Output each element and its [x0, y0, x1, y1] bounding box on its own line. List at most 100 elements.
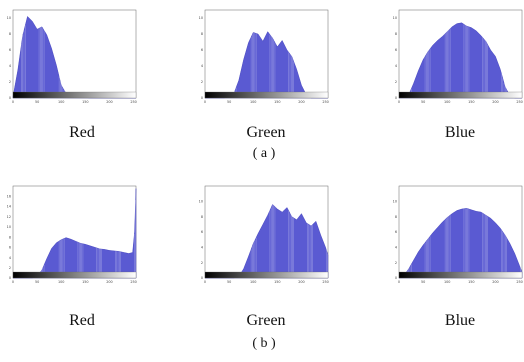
y-tick-label: 14: [7, 205, 11, 209]
x-tick-label: 50: [227, 280, 231, 284]
chart-svg: 0 50 100 150 200 250 0 2 4 6 8 10: [393, 9, 523, 104]
x-tick-label: 250: [130, 280, 136, 284]
y-tick-label: 0: [9, 96, 11, 100]
x-tick-label: 50: [35, 280, 39, 284]
y-tick-label: 8: [201, 215, 203, 219]
x-tick-label: 0: [12, 280, 14, 284]
caption-a-red: Red: [69, 124, 95, 141]
x-tick-label: 250: [516, 280, 522, 284]
x-tick-label: 0: [398, 100, 400, 104]
x-tick-label: 200: [106, 100, 112, 104]
x-tick-label: 150: [82, 100, 88, 104]
x-tick-label: 100: [444, 280, 450, 284]
x-tick-label: 100: [250, 280, 256, 284]
x-tick-label: 50: [421, 100, 425, 104]
row-a-label: ( a ): [252, 146, 276, 161]
y-tick-label: 6: [395, 48, 397, 52]
y-tick-label: 10: [7, 16, 11, 20]
x-tick-label: 0: [12, 100, 14, 104]
x-tick-label: 200: [298, 100, 304, 104]
y-tick-label: 8: [395, 215, 397, 219]
y-tick-label: 10: [199, 200, 203, 204]
histogram-area: [398, 22, 522, 99]
x-tick-label: 250: [130, 100, 136, 104]
x-tick-label: 50: [227, 100, 231, 104]
y-tick-label: 0: [201, 276, 203, 280]
histogram-panel-a-blue: 0 50 100 150 200 250 0 2 4 6 8 10: [388, 4, 524, 116]
x-tick-label: 0: [398, 280, 400, 284]
caption-a-green: Green: [246, 124, 286, 141]
x-tick-label: 100: [58, 100, 64, 104]
y-tick-label: 4: [395, 64, 397, 68]
histogram-area: [13, 188, 137, 279]
histogram-panel-b-red: 0 50 100 150 200 250 0 2 4 6 8 10 12 14 16: [2, 180, 144, 296]
row-b-label: ( b ): [252, 336, 276, 351]
x-tick-label: 0: [204, 100, 206, 104]
y-tick-label: 6: [9, 48, 11, 52]
y-tick-label: 0: [395, 276, 397, 280]
histogram-panel-a-green: 0 50 100 150 200 250 0 2 4 6 8 10: [194, 4, 336, 116]
x-tick-label: 150: [274, 280, 280, 284]
grayscale-colorbar: [398, 271, 523, 279]
x-tick-label: 250: [322, 100, 328, 104]
y-tick-label: 10: [199, 16, 203, 20]
histogram-panel-b-green: 0 50 100 150 200 250 0 2 4 6 8 10: [194, 180, 336, 296]
caption-b-green: Green: [246, 312, 286, 329]
grayscale-colorbar: [204, 91, 329, 99]
chart-svg: 0 50 100 150 200 250 0 2 4 6 8 10: [7, 9, 137, 104]
y-tick-label: 10: [7, 225, 11, 229]
y-tick-label: 2: [201, 80, 203, 84]
x-tick-label: 100: [250, 100, 256, 104]
y-tick-label: 2: [9, 266, 11, 270]
y-tick-label: 8: [201, 32, 203, 36]
y-tick-label: 2: [201, 261, 203, 265]
y-tick-label: 6: [201, 230, 203, 234]
histogram-panel-a-red: 0 50 100 150 200 250 0 2 4 6 8 10: [2, 4, 144, 116]
y-tick-label: 6: [201, 48, 203, 52]
x-tick-label: 100: [444, 100, 450, 104]
y-tick-label: 4: [9, 256, 11, 260]
y-tick-label: 4: [9, 64, 11, 68]
x-tick-label: 250: [516, 100, 522, 104]
x-tick-label: 50: [35, 100, 39, 104]
x-tick-label: 200: [298, 280, 304, 284]
chart-svg: 0 50 100 150 200 250 0 2 4 6 8 10: [199, 9, 329, 104]
y-tick-label: 2: [395, 80, 397, 84]
x-tick-label: 200: [106, 280, 112, 284]
y-tick-label: 4: [201, 246, 203, 250]
y-tick-label: 4: [201, 64, 203, 68]
caption-a-blue: Blue: [444, 124, 476, 141]
y-tick-label: 0: [9, 276, 11, 280]
y-tick-label: 8: [395, 32, 397, 36]
y-tick-label: 16: [7, 194, 11, 198]
y-tick-label: 8: [9, 235, 11, 239]
x-tick-label: 250: [322, 280, 328, 284]
x-tick-label: 150: [274, 100, 280, 104]
grayscale-colorbar: [12, 271, 137, 279]
y-tick-label: 2: [395, 261, 397, 265]
y-tick-label: 6: [9, 246, 11, 250]
histogram-area: [398, 208, 523, 279]
x-tick-label: 50: [421, 280, 425, 284]
y-tick-label: 10: [393, 200, 397, 204]
caption-b-red: Red: [69, 312, 95, 329]
y-tick-label: 6: [395, 230, 397, 234]
y-tick-label: 0: [201, 96, 203, 100]
y-tick-label: 0: [395, 96, 397, 100]
histogram-panel-b-blue: 0 50 100 150 200 250 0 2 4 6 8 10: [388, 180, 524, 296]
y-tick-label: 8: [9, 32, 11, 36]
caption-b-blue: Blue: [444, 312, 476, 329]
x-tick-label: 0: [204, 280, 206, 284]
grayscale-colorbar: [204, 271, 329, 279]
y-tick-label: 2: [9, 80, 11, 84]
y-tick-label: 12: [7, 215, 11, 219]
x-tick-label: 200: [492, 280, 498, 284]
y-tick-label: 10: [393, 16, 397, 20]
x-tick-label: 150: [82, 280, 88, 284]
chart-svg: 0 50 100 150 200 250 0 2 4 6 8 10 12 14 16: [7, 185, 137, 284]
chart-svg: 0 50 100 150 200 250 0 2 4 6 8 10: [393, 185, 523, 284]
y-tick-label: 4: [395, 246, 397, 250]
x-tick-label: 150: [468, 280, 474, 284]
grayscale-colorbar: [12, 91, 137, 99]
